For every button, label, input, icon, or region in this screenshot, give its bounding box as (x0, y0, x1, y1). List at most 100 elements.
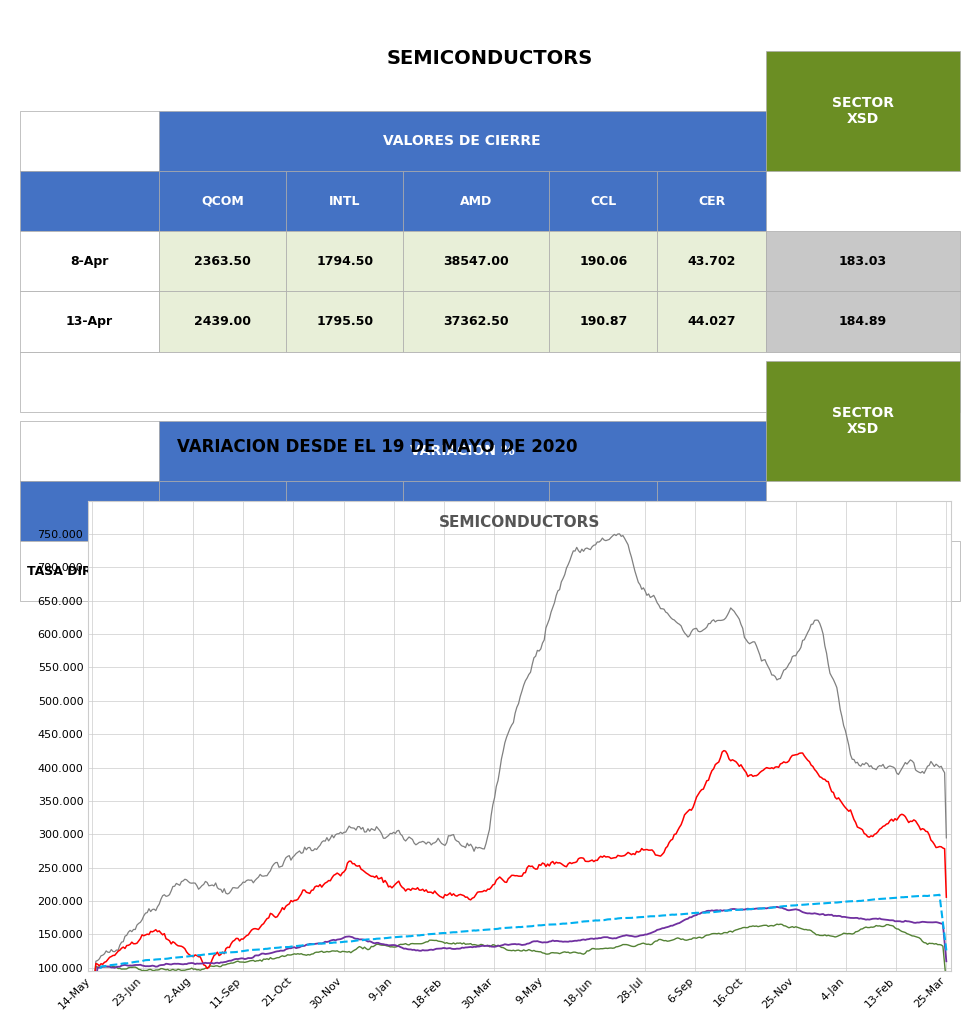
Bar (404, 542, 549, 601)
Bar (286, 171, 404, 231)
CCL (595, 932, 607, 944)
Text: TASA DIREC.: TASA DIREC. (27, 565, 114, 577)
Bar (286, 231, 404, 291)
Bar (286, 542, 404, 601)
CCL (771, 900, 783, 913)
CCL (788, 903, 800, 916)
INTL (595, 942, 607, 955)
Text: 38547.00: 38547.00 (444, 254, 510, 268)
AMD (613, 527, 625, 540)
Bar (20, 421, 159, 481)
Text: SEMICONDUCTORS: SEMICONDUCTORS (439, 515, 600, 529)
Line: CER: CER (92, 894, 947, 1001)
CCL (921, 916, 933, 928)
CCL (941, 956, 953, 968)
Bar (765, 231, 960, 291)
INTL (771, 918, 783, 930)
INTL (921, 938, 933, 950)
Bar (159, 481, 286, 542)
CER (920, 890, 932, 902)
CCL (86, 994, 98, 1007)
Bar (20, 481, 159, 542)
Text: SECTOR
XSD: SECTOR XSD (832, 96, 894, 126)
Text: 0.43%: 0.43% (582, 565, 625, 577)
Text: VALORES DE CIERRE: VALORES DE CIERRE (383, 134, 541, 148)
Bar (20, 171, 159, 231)
Text: 3.19%: 3.19% (201, 565, 244, 577)
Bar (159, 542, 286, 601)
CER (549, 918, 561, 930)
Bar (404, 291, 549, 352)
Text: 1.02%: 1.02% (841, 565, 885, 577)
Bar (159, 110, 765, 171)
CCL (497, 939, 509, 951)
Bar (765, 50, 960, 171)
Text: CCL: CCL (590, 194, 616, 207)
CCL (492, 939, 504, 951)
Bar (549, 231, 658, 291)
INTL (497, 941, 509, 954)
Bar (20, 291, 159, 352)
Text: CER: CER (698, 505, 725, 517)
Bar (549, 542, 658, 601)
Text: 43.702: 43.702 (687, 254, 736, 268)
Text: 8-Apr: 8-Apr (70, 254, 109, 268)
CER (497, 922, 509, 934)
AMD (549, 597, 561, 609)
Bar (765, 361, 960, 481)
Text: QCOM: QCOM (201, 505, 244, 517)
QCOM (497, 874, 509, 886)
Bar (658, 542, 765, 601)
AMD (788, 650, 800, 662)
Text: 0.74%: 0.74% (690, 565, 733, 577)
CER (934, 888, 946, 900)
Text: -3.07%: -3.07% (452, 565, 501, 577)
Text: VARIACION DESDE EL 19 DE MAYO DE 2020: VARIACION DESDE EL 19 DE MAYO DE 2020 (176, 438, 577, 456)
Bar (658, 291, 765, 352)
AMD (492, 775, 504, 787)
Line: AMD: AMD (92, 533, 947, 1000)
Bar (20, 542, 159, 601)
Text: SEMICONDUCTORS: SEMICONDUCTORS (387, 49, 593, 67)
AMD (921, 760, 933, 773)
Text: VARIACION %: VARIACION % (410, 444, 514, 458)
Bar (765, 542, 960, 601)
Bar (658, 171, 765, 231)
Text: 183.03: 183.03 (839, 254, 887, 268)
QCOM (718, 744, 730, 756)
Bar (765, 291, 960, 352)
Bar (159, 421, 765, 481)
AMD (595, 535, 607, 547)
AMD (86, 993, 98, 1006)
Text: 2363.50: 2363.50 (194, 254, 251, 268)
Text: INTL: INTL (329, 505, 361, 517)
Text: 37362.50: 37362.50 (444, 315, 510, 328)
Bar (286, 291, 404, 352)
Bar (159, 231, 286, 291)
AMD (497, 745, 509, 757)
Text: 0.06%: 0.06% (323, 565, 367, 577)
Text: CCL: CCL (590, 505, 616, 517)
Text: INTL: INTL (329, 194, 361, 207)
Text: AMD: AMD (461, 505, 493, 517)
Bar (20, 352, 960, 412)
Bar (159, 291, 286, 352)
Bar (404, 481, 549, 542)
Text: 44.027: 44.027 (687, 315, 736, 328)
CER (941, 944, 953, 957)
Text: AMD: AMD (461, 194, 493, 207)
Text: QCOM: QCOM (201, 194, 244, 207)
CER (786, 899, 798, 912)
Text: 190.87: 190.87 (579, 315, 627, 328)
Text: 1795.50: 1795.50 (317, 315, 373, 328)
Text: 2439.00: 2439.00 (194, 315, 251, 328)
Bar (549, 291, 658, 352)
CER (86, 994, 98, 1007)
CER (492, 923, 504, 935)
Text: CER: CER (698, 194, 725, 207)
Bar (20, 231, 159, 291)
INTL (941, 976, 953, 988)
Bar (159, 171, 286, 231)
Bar (404, 171, 549, 231)
AMD (941, 832, 953, 844)
